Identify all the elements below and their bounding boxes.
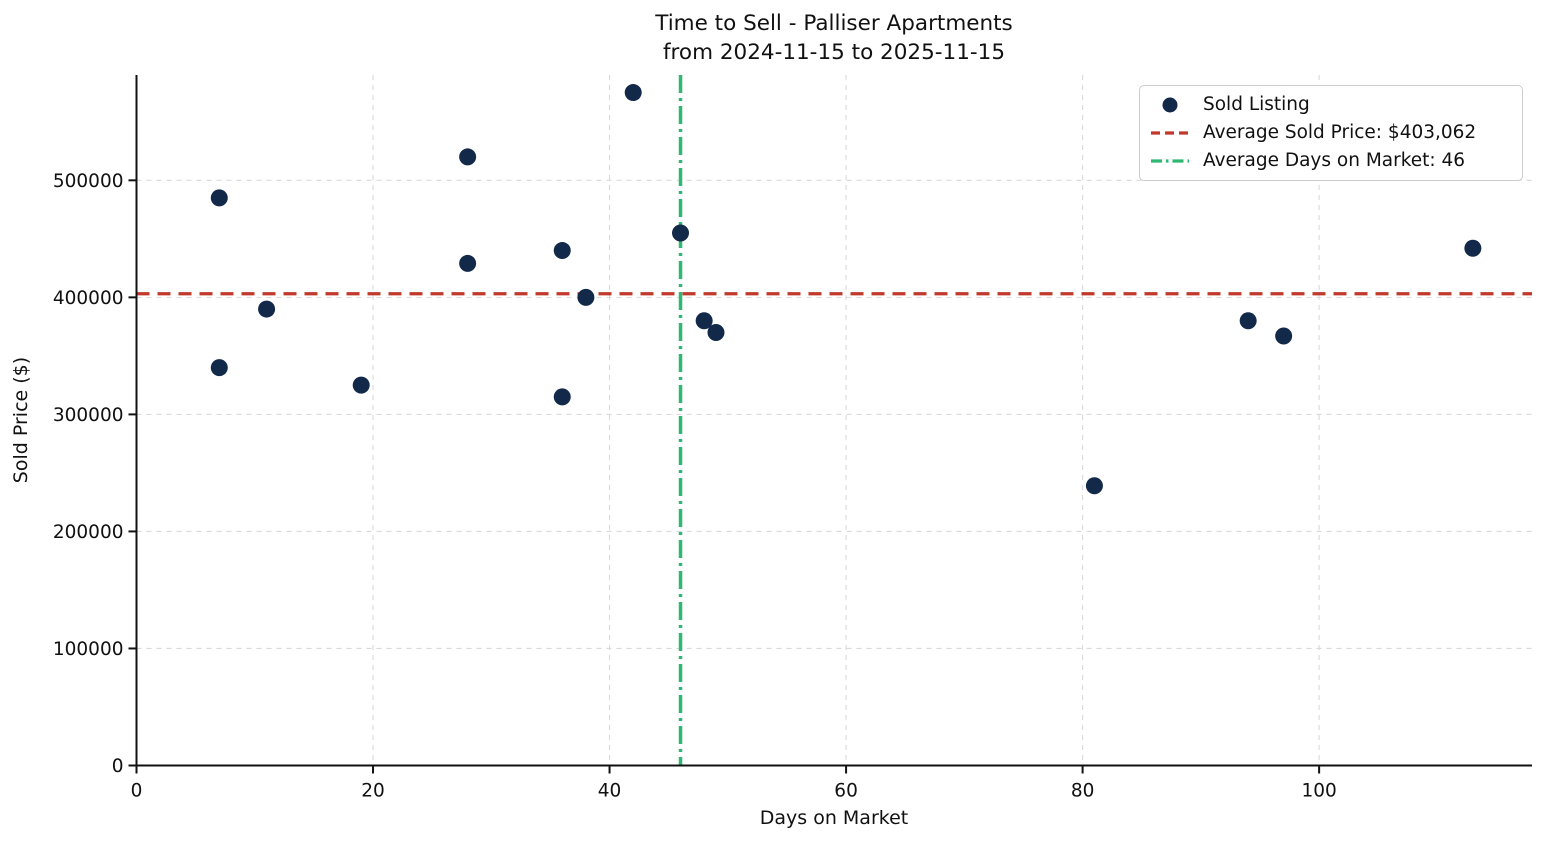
scatter-point bbox=[459, 148, 477, 166]
scatter-point bbox=[624, 84, 642, 102]
y-tick-label: 0 bbox=[112, 756, 124, 777]
scatter-point bbox=[1464, 239, 1482, 257]
scatter-point bbox=[577, 288, 595, 306]
scatter-point bbox=[352, 376, 370, 394]
y-axis-label: Sold Price ($) bbox=[10, 356, 32, 484]
legend: Sold Listing Average Sold Price: $403,06… bbox=[1139, 85, 1523, 181]
scatter-point bbox=[1085, 477, 1103, 495]
legend-label-avg-days: Average Days on Market: 46 bbox=[1203, 149, 1466, 171]
legend-item-sold-listing: Sold Listing bbox=[1150, 93, 1512, 115]
y-tick-label: 500000 bbox=[53, 171, 124, 192]
y-tick-label: 100000 bbox=[53, 639, 124, 660]
x-tick-label: 80 bbox=[1071, 781, 1095, 802]
scatter-dot-icon bbox=[1150, 97, 1190, 113]
x-tick-label: 100 bbox=[1301, 781, 1336, 802]
scatter-point bbox=[707, 323, 725, 341]
legend-item-avg-price: Average Sold Price: $403,062 bbox=[1150, 121, 1512, 143]
scatter-point bbox=[553, 242, 571, 260]
scatter-point bbox=[210, 189, 228, 207]
scatter-point bbox=[210, 359, 228, 377]
x-tick-label: 40 bbox=[598, 781, 622, 802]
scatter-point bbox=[459, 254, 477, 272]
scatter-point bbox=[258, 300, 276, 318]
dashdot-line-icon bbox=[1150, 153, 1190, 169]
x-tick-label: 0 bbox=[131, 781, 143, 802]
chart-title: Time to Sell - Palliser Apartments from … bbox=[136, 10, 1532, 67]
scatter-point bbox=[1239, 312, 1257, 330]
legend-item-avg-days: Average Days on Market: 46 bbox=[1150, 149, 1512, 171]
chart-title-line2: from 2024-11-15 to 2025-11-15 bbox=[662, 39, 1006, 65]
scatter-point bbox=[553, 388, 571, 406]
dashed-line-icon bbox=[1150, 125, 1190, 141]
legend-label-avg-price: Average Sold Price: $403,062 bbox=[1203, 121, 1477, 143]
x-tick-label: 60 bbox=[834, 781, 858, 802]
x-tick-label: 20 bbox=[361, 781, 385, 802]
scatter-point bbox=[672, 224, 690, 242]
scatter-point bbox=[695, 312, 713, 330]
y-tick-label: 200000 bbox=[53, 522, 124, 543]
y-tick-label: 300000 bbox=[53, 405, 124, 426]
legend-label-sold-listing: Sold Listing bbox=[1203, 93, 1310, 115]
chart-title-line1: Time to Sell - Palliser Apartments bbox=[655, 11, 1013, 36]
x-axis-label: Days on Market bbox=[759, 807, 909, 829]
scatter-point bbox=[1275, 327, 1293, 345]
y-tick-label: 400000 bbox=[53, 288, 124, 309]
